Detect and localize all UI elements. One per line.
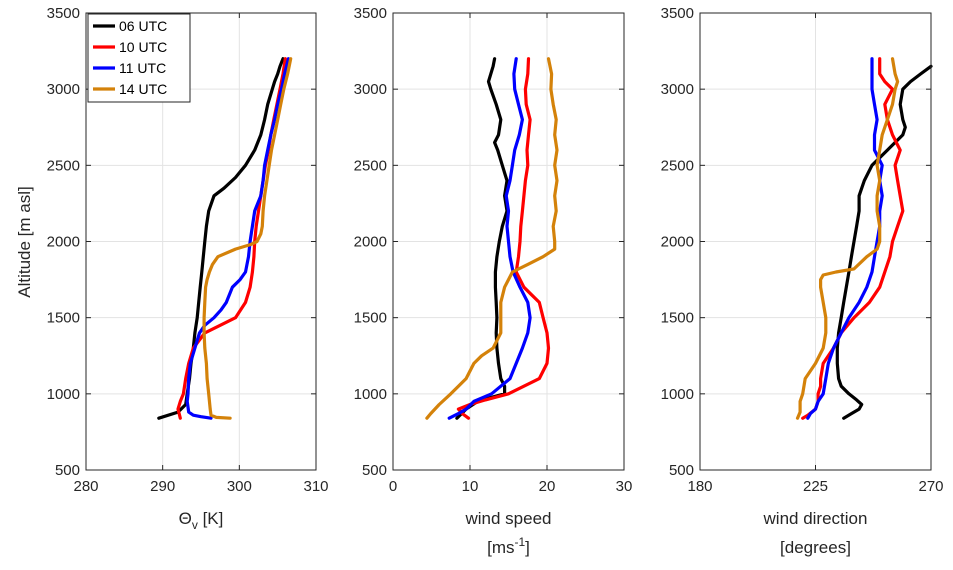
y-tick-label: 3500 bbox=[47, 5, 80, 22]
panel-1: 500 1000 1500 2000 2500 3000 3500 280 290 300 310 Θ… bbox=[47, 5, 329, 532]
series-line-11-utc bbox=[185, 57, 290, 420]
legend-entry-label: 14 UTC bbox=[119, 81, 167, 97]
x-tick-label: 0 bbox=[389, 478, 397, 495]
series-line-14-utc bbox=[202, 57, 293, 420]
y-tick-label: 3000 bbox=[354, 81, 387, 98]
x-tick-label: 180 bbox=[687, 478, 712, 495]
x-tick-label: 280 bbox=[73, 478, 98, 495]
series-line-06-utc bbox=[835, 64, 933, 420]
y-tick-label: 3500 bbox=[661, 5, 694, 22]
y-tick-label: 3000 bbox=[47, 81, 80, 98]
panel-3: 500 1000 1500 2000 2500 3000 3500 180 225 270 wind… bbox=[661, 5, 944, 557]
x-axis-label: Θv [K] bbox=[179, 509, 224, 532]
y-tick-label: 2500 bbox=[47, 157, 80, 174]
y-tick-label: 2000 bbox=[661, 234, 694, 251]
x-tick-label: 10 bbox=[462, 478, 479, 495]
y-tick-label: 1500 bbox=[354, 310, 387, 327]
x-tick-label: 225 bbox=[803, 478, 828, 495]
legend-entry-label: 06 UTC bbox=[119, 18, 167, 34]
legend: 06 UTC 10 UTC 11 UTC 14 UTC bbox=[87, 13, 191, 103]
x-axis-label-units: [degrees] bbox=[780, 538, 851, 557]
x-axis-label: wind direction bbox=[763, 509, 868, 528]
y-tick-label: 1000 bbox=[354, 386, 387, 403]
series-line-10-utc bbox=[456, 57, 551, 420]
x-axis-label-units: [ms-1] bbox=[487, 535, 530, 557]
y-tick-label: 3000 bbox=[661, 81, 694, 98]
y-tick-label: 500 bbox=[55, 462, 80, 479]
y-tick-label: 1000 bbox=[47, 386, 80, 403]
panel-2: 500 1000 1500 2000 2500 3000 3500 0 10 20 30 wind s… bbox=[354, 5, 633, 557]
y-tick-label: 500 bbox=[362, 462, 387, 479]
y-tick-label: 2500 bbox=[661, 157, 694, 174]
x-tick-label: 300 bbox=[227, 478, 252, 495]
y-tick-label: 1500 bbox=[47, 310, 80, 327]
x-tick-label: 290 bbox=[150, 478, 175, 495]
y-tick-label: 1000 bbox=[661, 386, 694, 403]
series-line-14-utc bbox=[425, 57, 559, 420]
x-tick-label: 270 bbox=[918, 478, 943, 495]
x-tick-label: 30 bbox=[616, 478, 633, 495]
y-tick-label: 2500 bbox=[354, 157, 387, 174]
series-line-14-utc bbox=[795, 57, 900, 420]
y-axis-label: Altitude [m asl] bbox=[15, 186, 34, 298]
series-line-11-utc bbox=[447, 57, 532, 420]
series-line-11-utc bbox=[806, 57, 884, 420]
legend-entry-label: 11 UTC bbox=[119, 60, 166, 76]
x-axis-label: wind speed bbox=[464, 509, 551, 528]
x-tick-label: 310 bbox=[303, 478, 328, 495]
y-tick-label: 500 bbox=[669, 462, 694, 479]
y-tick-label: 2000 bbox=[354, 234, 387, 251]
series-line-10-utc bbox=[801, 57, 905, 420]
legend-entry-label: 10 UTC bbox=[119, 39, 167, 55]
y-tick-label: 3500 bbox=[354, 5, 387, 22]
x-tick-label: 20 bbox=[539, 478, 556, 495]
y-tick-label: 2000 bbox=[47, 234, 80, 251]
y-tick-label: 1500 bbox=[661, 310, 694, 327]
legend-box bbox=[87, 13, 191, 103]
